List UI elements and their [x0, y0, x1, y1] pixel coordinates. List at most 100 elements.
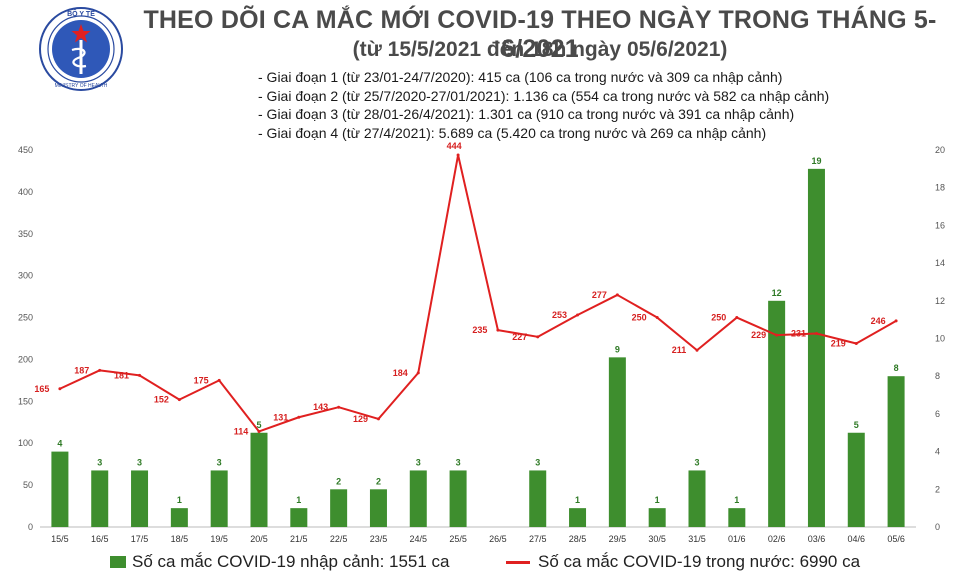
bar-imported-02-6: [768, 300, 786, 527]
line-point: [257, 429, 261, 433]
line-point: [536, 335, 540, 339]
logo-subtext: MINISTRY OF HEALTH: [55, 83, 108, 89]
line-point: [655, 316, 659, 320]
bar-data-label: 1: [734, 495, 739, 505]
line-point: [814, 331, 818, 335]
bar-imported-22-5: [330, 489, 348, 527]
bar-data-label: 5: [854, 420, 859, 430]
line-data-label: 131: [273, 412, 288, 422]
x-tick-label: 24/5: [410, 534, 428, 544]
y-right-tick-label: 14: [935, 258, 945, 268]
line-point: [337, 405, 341, 409]
line-point: [138, 373, 142, 377]
line-data-label: 165: [34, 384, 49, 394]
stage-summary-list: - Giai đoạn 1 (từ 23/01-24/7/2020): 415 …: [258, 68, 829, 142]
bar-data-label: 3: [694, 457, 699, 467]
bar-data-label: 2: [336, 476, 341, 486]
line-data-label: 253: [552, 310, 567, 320]
y-right-tick-label: 18: [935, 183, 945, 193]
bar-data-label: 9: [615, 344, 620, 354]
legend-line-swatch: [506, 560, 530, 564]
line-data-label: 231: [791, 328, 806, 338]
x-tick-label: 15/5: [51, 534, 69, 544]
line-point: [775, 333, 779, 337]
x-tick-label: 05/6: [887, 534, 905, 544]
bar-data-label: 19: [811, 156, 821, 166]
line-data-label: 129: [353, 414, 368, 424]
line-data-label: 152: [154, 395, 169, 405]
bar-imported-30-5: [648, 508, 666, 527]
legend-imported-label: Số ca mắc COVID-19 nhập cảnh: 1551 ca: [132, 552, 450, 571]
bar-imported-27-5: [529, 470, 547, 527]
legend-imported-cases: Số ca mắc COVID-19 nhập cảnh: 1551 ca: [110, 552, 450, 572]
x-tick-label: 03/6: [808, 534, 826, 544]
y-right-tick-label: 4: [935, 447, 940, 457]
line-data-label: 219: [831, 339, 846, 349]
y-left-tick-label: 200: [18, 354, 33, 364]
line-data-label: 181: [114, 370, 129, 380]
line-data-label: 250: [711, 313, 726, 323]
line-data-label: 187: [74, 365, 89, 375]
line-data-label: 235: [472, 325, 487, 335]
y-right-tick-label: 10: [935, 334, 945, 344]
line-data-label: 227: [512, 332, 527, 342]
x-tick-label: 23/5: [370, 534, 388, 544]
line-point: [98, 368, 102, 372]
bar-data-label: 8: [894, 363, 899, 373]
line-data-label: 143: [313, 402, 328, 412]
stage-3-summary: - Giai đoạn 3 (từ 28/01-26/4/2021): 1.30…: [258, 106, 795, 122]
bar-imported-15-5: [51, 451, 69, 527]
y-right-tick-label: 6: [935, 409, 940, 419]
bar-imported-25-5: [449, 470, 467, 527]
bar-data-label: 3: [97, 457, 102, 467]
logo-text: BỘ Y TẾ: [67, 8, 95, 18]
x-tick-label: 29/5: [609, 534, 627, 544]
bar-imported-04-6: [847, 432, 865, 527]
y-left-tick-label: 100: [18, 438, 33, 448]
bar-imported-31-5: [688, 470, 706, 527]
legend-domestic-cases: Số ca mắc COVID-19 trong nước: 6990 ca: [506, 552, 860, 572]
y-right-tick-label: 0: [935, 522, 940, 532]
bar-data-label: 3: [137, 457, 142, 467]
line-data-label: 184: [393, 368, 408, 378]
y-left-tick-label: 0: [28, 522, 33, 532]
bar-imported-03-6: [807, 168, 825, 527]
bar-imported-20-5: [250, 432, 268, 527]
bar-imported-17-5: [131, 470, 149, 527]
x-tick-label: 19/5: [210, 534, 228, 544]
bar-imported-18-5: [170, 508, 188, 527]
line-data-label: 250: [632, 313, 647, 323]
bar-imported-19-5: [210, 470, 228, 527]
line-point: [416, 371, 420, 375]
x-tick-label: 21/5: [290, 534, 308, 544]
x-tick-label: 25/5: [449, 534, 467, 544]
line-point: [58, 387, 62, 391]
y-left-tick-label: 300: [18, 271, 33, 281]
line-data-label: 277: [592, 290, 607, 300]
y-left-tick-label: 400: [18, 187, 33, 197]
line-data-label: 175: [194, 375, 209, 385]
line-point: [695, 348, 699, 352]
x-tick-label: 01/6: [728, 534, 746, 544]
legend-bar-swatch: [110, 556, 126, 568]
line-point: [217, 378, 221, 382]
stage-2-summary: - Giai đoạn 2 (từ 25/7/2020-27/01/2021):…: [258, 87, 830, 104]
bar-data-label: 1: [296, 495, 301, 505]
covid-cases-chart: 0501001502002503003504004500246810121416…: [18, 141, 945, 544]
y-left-tick-label: 450: [18, 145, 33, 155]
line-data-label: 229: [751, 330, 766, 340]
y-right-tick-label: 8: [935, 371, 940, 381]
stage-1-summary: - Giai đoạn 1 (từ 23/01-24/7/2020): 415 …: [258, 69, 783, 85]
bar-data-label: 3: [456, 457, 461, 467]
y-right-tick-label: 12: [935, 296, 945, 306]
x-tick-label: 18/5: [171, 534, 189, 544]
y-left-tick-label: 350: [18, 229, 33, 239]
bar-data-label: 5: [256, 420, 261, 430]
line-point: [297, 415, 301, 419]
bar-data-label: 12: [772, 288, 782, 298]
bar-data-label: 1: [177, 495, 182, 505]
line-data-label: 246: [871, 316, 886, 326]
bar-imported-28-5: [569, 508, 587, 527]
line-domestic-cases: [59, 154, 897, 433]
bar-imported-23-5: [369, 489, 387, 527]
